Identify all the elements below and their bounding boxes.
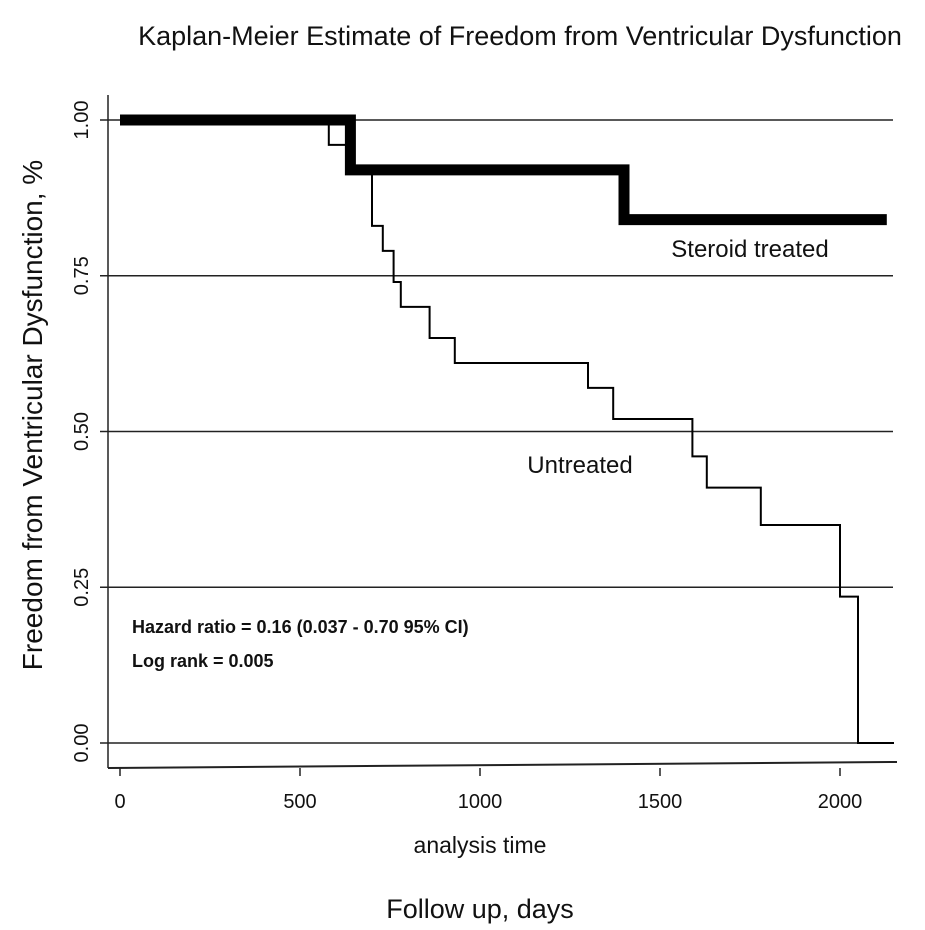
- x-tick-label-1000: 1000: [458, 791, 503, 813]
- y-tick-label-0.50: 0.50: [71, 412, 93, 451]
- x-tick-label-2000: 2000: [818, 791, 863, 813]
- y-tick-label-0.25: 0.25: [71, 568, 93, 607]
- series-line-untreated: [120, 119, 894, 744]
- hazard-ratio-annotation: Hazard ratio = 0.16 (0.037 - 0.70 95% CI…: [132, 617, 469, 637]
- x-axis-label: analysis time: [414, 832, 547, 858]
- y-tick-label-0.00: 0.00: [71, 724, 93, 763]
- series-line-steroid-treated: [120, 114, 887, 226]
- x-tick-label-0: 0: [114, 791, 125, 813]
- x-tick-label-1500: 1500: [638, 791, 683, 813]
- x-axis-line: [107, 761, 898, 769]
- y-tick-label-1.00: 1.00: [71, 101, 93, 140]
- log-rank-annotation: Log rank = 0.005: [132, 651, 274, 671]
- y-tick-labels: 0.00 0.25 0.50 0.75 1.00: [71, 101, 108, 763]
- series-label-steroid-treated: Steroid treated: [671, 236, 828, 263]
- series-label-untreated: Untreated: [527, 452, 632, 479]
- x-tick-labels: 0 500 1000 1500 2000: [114, 768, 862, 813]
- x-axis-secondary-label: Follow up, days: [386, 894, 574, 924]
- x-tick-label-500: 500: [283, 791, 316, 813]
- series-lines: [120, 114, 894, 744]
- y-tick-label-0.75: 0.75: [71, 256, 93, 295]
- grid-lines: [108, 119, 893, 744]
- chart-title: Kaplan-Meier Estimate of Freedom from Ve…: [138, 21, 902, 51]
- y-axis-label: Freedom from Ventricular Dysfunction, %: [17, 160, 48, 670]
